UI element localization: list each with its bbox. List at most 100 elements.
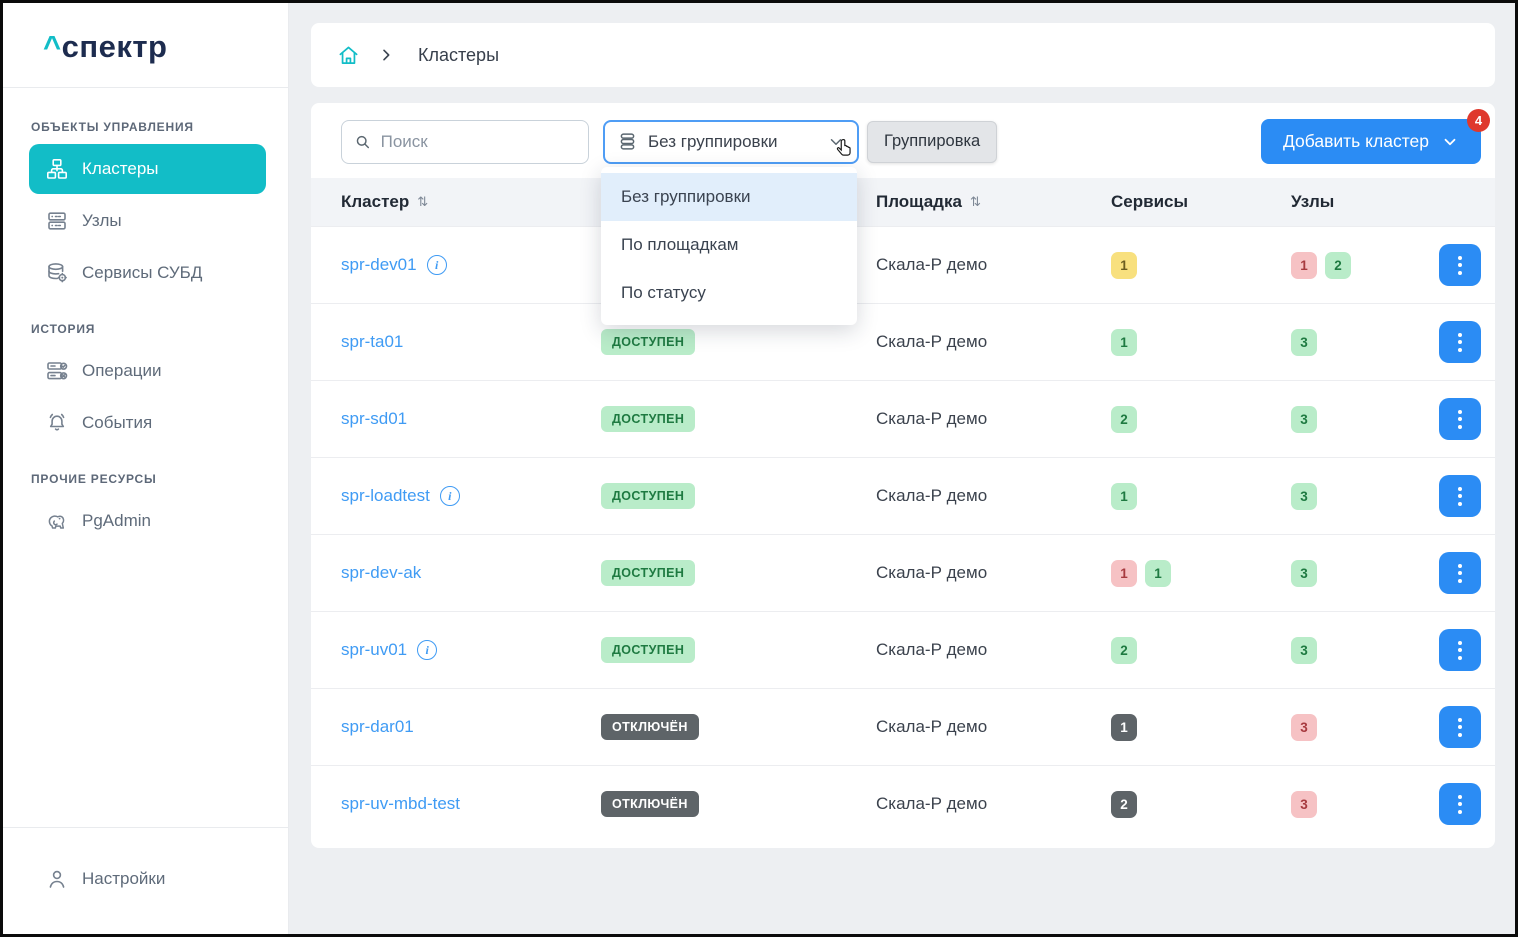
status-badge: ДОСТУПЕН xyxy=(601,637,696,663)
cluster-link[interactable]: spr-uv01 xyxy=(341,640,408,659)
main-content: Кластеры Без группировки Группировка xyxy=(289,3,1515,934)
node-count-badge: 3 xyxy=(1291,482,1317,510)
service-count-badge: 1 xyxy=(1111,559,1137,587)
sidebar: ^спектр ОБЪЕКТЫ УПРАВЛЕНИЯ Кластеры Узлы… xyxy=(3,3,289,934)
menu-item-by-status[interactable]: По статусу xyxy=(621,283,706,302)
info-icon[interactable]: i xyxy=(426,255,447,275)
node-count-badge: 3 xyxy=(1291,790,1317,818)
cluster-link[interactable]: spr-loadtest xyxy=(341,486,430,505)
sidebar-item-pgadmin[interactable]: PgAdmin xyxy=(29,496,266,546)
layers-stack-icon xyxy=(620,133,635,150)
site-cell: Скала-Р демо xyxy=(876,255,988,274)
site-cell: Скала-Р демо xyxy=(876,409,988,428)
grouping-tooltip: Группировка xyxy=(867,120,998,163)
service-count-badge: 2 xyxy=(1111,405,1137,433)
status-cell: ОТКЛЮЧЁН xyxy=(601,791,876,817)
row-actions-button[interactable] xyxy=(1439,475,1481,517)
row-actions-button[interactable] xyxy=(1439,552,1481,594)
logo-text: спектр xyxy=(61,29,168,64)
site-cell: Скала-Р демо xyxy=(876,717,988,736)
sidebar-item-label: Узлы xyxy=(82,211,122,230)
cluster-link[interactable]: spr-dar01 xyxy=(341,717,414,736)
status-cell: ДОСТУПЕН xyxy=(601,483,876,509)
node-count-badge: 3 xyxy=(1291,405,1317,433)
sidebar-item-nodes[interactable]: Узлы xyxy=(29,196,266,246)
cluster-link[interactable]: spr-dev01 xyxy=(341,255,417,274)
cluster-link[interactable]: spr-dev-ak xyxy=(341,563,422,582)
status-cell: ОТКЛЮЧЁН xyxy=(601,714,876,740)
sidebar-item-clusters[interactable]: Кластеры xyxy=(29,144,266,194)
cluster-link[interactable]: spr-uv-mbd-test xyxy=(341,794,461,813)
notification-badge: 4 xyxy=(1467,109,1490,132)
status-cell: ДОСТУПЕН xyxy=(601,406,876,432)
service-count-badge: 1 xyxy=(1111,328,1137,356)
status-badge: ОТКЛЮЧЁН xyxy=(601,714,699,740)
node-count-badge: 2 xyxy=(1325,251,1351,279)
site-cell: Скала-Р демо xyxy=(876,640,988,659)
node-count-badge: 1 xyxy=(1291,251,1317,279)
row-actions-button[interactable] xyxy=(1439,244,1481,286)
info-icon[interactable]: i xyxy=(439,486,460,506)
sidebar-item-settings[interactable]: Настройки xyxy=(29,854,262,904)
table-toolbar: Без группировки Группировка Добавить кла… xyxy=(311,103,1495,178)
sidebar-item-label: Сервисы СУБД xyxy=(82,263,203,282)
search-icon xyxy=(356,135,370,148)
site-cell: Скала-Р демо xyxy=(876,794,988,813)
service-count-badge: 1 xyxy=(1145,559,1171,587)
node-count-badge: 3 xyxy=(1291,328,1317,356)
status-cell: ДОСТУПЕН xyxy=(601,329,876,355)
sort-icon[interactable]: ⇅ xyxy=(417,194,429,209)
info-icon[interactable]: i xyxy=(417,640,438,660)
sidebar-item-operations[interactable]: Операции xyxy=(29,346,266,396)
menu-item-by-site[interactable]: По площадкам xyxy=(621,235,739,254)
add-cluster-button[interactable]: Добавить кластер 4 xyxy=(1260,109,1490,164)
nav-section-management: ОБЪЕКТЫ УПРАВЛЕНИЯ xyxy=(31,120,194,134)
home-icon[interactable] xyxy=(337,44,360,67)
sidebar-footer: Настройки xyxy=(3,827,288,934)
service-count-badge: 1 xyxy=(1111,482,1137,510)
row-actions-button[interactable] xyxy=(1439,629,1481,671)
search-input[interactable] xyxy=(380,131,576,152)
clusters-table: Кластер ⇅ Площадка ⇅ Сервисы Узлы spr-dev0… xyxy=(311,178,1495,842)
sidebar-item-label: Кластеры xyxy=(82,159,159,178)
cluster-link[interactable]: spr-ta01 xyxy=(341,332,404,351)
row-actions-button[interactable] xyxy=(1439,398,1481,440)
grouping-select[interactable]: Без группировки xyxy=(603,119,859,164)
service-count-badge: 1 xyxy=(1111,713,1137,741)
cluster-link[interactable]: spr-sd01 xyxy=(341,409,408,428)
column-header-services: Сервисы xyxy=(1111,192,1188,211)
pgadmin-elephant-icon xyxy=(48,515,65,529)
service-count-badge: 2 xyxy=(1111,790,1137,818)
table-header-row: Кластер ⇅ Площадка ⇅ Сервисы Узлы xyxy=(311,178,1495,226)
clusters-panel: Без группировки Группировка Добавить кла… xyxy=(311,103,1495,848)
site-cell: Скала-Р демо xyxy=(876,486,988,505)
chevron-down-icon[interactable] xyxy=(827,133,845,151)
node-count-badge: 3 xyxy=(1291,636,1317,664)
row-actions-button[interactable] xyxy=(1439,321,1481,363)
cluster-icon xyxy=(46,158,68,179)
sidebar-nav: ОБЪЕКТЫ УПРАВЛЕНИЯ Кластеры Узлы Сервисы… xyxy=(3,88,288,827)
breadcrumb-current: Кластеры xyxy=(418,44,499,65)
row-actions-button[interactable] xyxy=(1439,783,1481,825)
table-row: spr-uv-mbd-test ОТКЛЮЧЁН Скала-Р демо 2 … xyxy=(311,765,1495,842)
status-badge: ДОСТУПЕН xyxy=(601,406,696,432)
grouping-dropdown-menu: Без группировки По площадкам По статусу xyxy=(601,167,857,325)
nodes-icon xyxy=(48,212,66,230)
node-count-badge: 3 xyxy=(1291,713,1317,741)
sort-icon[interactable]: ⇅ xyxy=(969,194,981,209)
table-row: spr-dar01 ОТКЛЮЧЁН Скала-Р демо 1 3 xyxy=(311,688,1495,765)
chevron-right-icon xyxy=(378,47,394,63)
bell-icon xyxy=(49,413,65,431)
status-cell: ДОСТУПЕН xyxy=(601,637,876,663)
row-actions-button[interactable] xyxy=(1439,706,1481,748)
status-badge: ДОСТУПЕН xyxy=(601,560,696,586)
sidebar-item-events[interactable]: События xyxy=(29,398,266,448)
column-header-site: Площадка xyxy=(876,192,962,211)
nav-section-other-resources: ПРОЧИЕ РЕСУРСЫ xyxy=(31,472,157,486)
menu-item-no-grouping[interactable]: Без группировки xyxy=(601,173,857,221)
sidebar-item-db-services[interactable]: Сервисы СУБД xyxy=(29,248,266,298)
table-row: spr-sd01 ДОСТУПЕН Скала-Р демо 2 3 xyxy=(311,380,1495,457)
